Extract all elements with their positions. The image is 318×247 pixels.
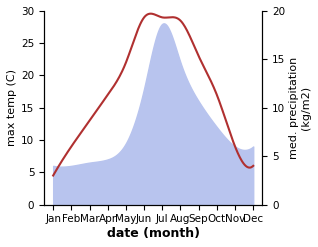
X-axis label: date (month): date (month) [107, 227, 200, 240]
Y-axis label: med. precipitation
(kg/m2): med. precipitation (kg/m2) [289, 57, 311, 159]
Y-axis label: max temp (C): max temp (C) [7, 69, 17, 146]
